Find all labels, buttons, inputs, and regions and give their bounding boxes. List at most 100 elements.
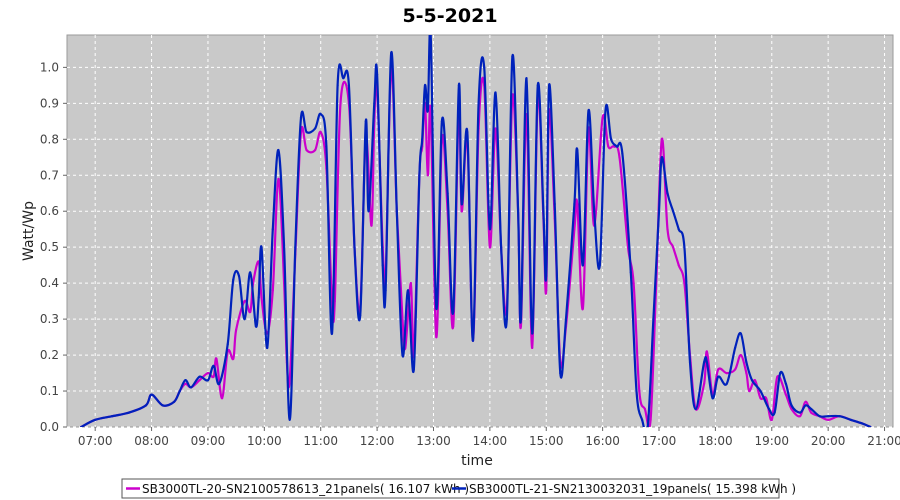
series-2-point bbox=[798, 411, 802, 414]
series-2-point bbox=[818, 415, 821, 418]
y-tick-label: 0.5 bbox=[40, 240, 59, 254]
x-tick-label: 10:00 bbox=[247, 434, 282, 448]
series-1-point bbox=[632, 282, 635, 285]
series-2-point bbox=[277, 149, 280, 152]
series-2-point bbox=[359, 314, 362, 317]
series-2-point bbox=[531, 332, 534, 335]
y-tick-label: 0.1 bbox=[40, 384, 59, 398]
series-1-point bbox=[494, 127, 497, 130]
x-tick-label: 08:00 bbox=[134, 434, 169, 448]
series-2-point bbox=[249, 271, 252, 274]
series-2-point bbox=[184, 379, 187, 382]
series-2-point bbox=[429, 35, 432, 37]
series-2-point bbox=[505, 318, 508, 321]
series-2-point bbox=[232, 278, 235, 281]
series-1-point bbox=[184, 382, 187, 385]
series-2-point bbox=[283, 246, 286, 249]
series-2-point bbox=[325, 145, 328, 148]
series-2-point bbox=[483, 66, 486, 69]
series-1-point bbox=[545, 289, 548, 292]
series-2-point bbox=[353, 246, 356, 249]
series-2-point bbox=[364, 120, 367, 123]
series-2-point bbox=[111, 415, 114, 418]
series-2-point bbox=[94, 418, 97, 421]
series-2-point bbox=[677, 228, 680, 231]
series-2-point bbox=[305, 131, 308, 134]
series-2-point bbox=[734, 346, 737, 349]
series-2-point bbox=[703, 361, 706, 364]
y-tick-label: 0.9 bbox=[40, 96, 59, 110]
series-2-point bbox=[511, 55, 514, 58]
x-tick-label: 15:00 bbox=[529, 434, 564, 448]
series-1-point bbox=[745, 372, 748, 375]
series-2-point bbox=[548, 84, 551, 87]
series-2-point bbox=[545, 274, 548, 278]
series-2-point bbox=[471, 339, 475, 342]
series-2-point bbox=[150, 393, 153, 396]
legend-label-series-1: SB3000TL-20-SN2100578613_21panels( 16.10… bbox=[142, 482, 469, 496]
series-2-point bbox=[347, 84, 350, 87]
series-2-point bbox=[666, 192, 669, 195]
series-2-point bbox=[127, 411, 131, 414]
series-2-point bbox=[144, 404, 147, 407]
series-2-point bbox=[672, 210, 675, 213]
series-2-point bbox=[587, 109, 590, 112]
series-2-point bbox=[525, 77, 528, 80]
x-tick-label: 11:00 bbox=[303, 434, 338, 448]
series-1-point bbox=[601, 116, 604, 119]
series-2-point bbox=[381, 264, 384, 267]
series-1-point bbox=[401, 318, 404, 321]
series-2-point bbox=[488, 228, 491, 231]
series-lines bbox=[80, 35, 872, 427]
series-2-point bbox=[688, 361, 692, 364]
series-1-point bbox=[734, 368, 737, 371]
series-2-point bbox=[299, 116, 303, 119]
y-tick-label: 0.7 bbox=[40, 168, 59, 182]
y-axis-label: Watt/Wp bbox=[21, 201, 37, 261]
series-2-point bbox=[500, 246, 503, 249]
series-2-point bbox=[288, 418, 291, 421]
series-2-point bbox=[384, 289, 387, 292]
series-2-point bbox=[759, 389, 762, 393]
series-1-point bbox=[452, 325, 455, 328]
series-1-point bbox=[243, 300, 246, 303]
series-1-point bbox=[581, 307, 585, 310]
series-2-point bbox=[426, 109, 429, 112]
series-1-point bbox=[660, 138, 663, 141]
series-1-point bbox=[672, 246, 675, 249]
series-2-point bbox=[694, 407, 697, 411]
series-2-point bbox=[421, 138, 424, 141]
series-2-point bbox=[452, 310, 455, 313]
series-2-point bbox=[615, 145, 618, 148]
series-1-point bbox=[717, 368, 720, 371]
series-2-point bbox=[779, 372, 782, 375]
x-tick-label: 21:00 bbox=[867, 434, 900, 448]
x-tick-label: 09:00 bbox=[191, 434, 226, 448]
series-2-point bbox=[206, 379, 210, 382]
series-2-point bbox=[739, 332, 742, 335]
series-2-point bbox=[564, 318, 568, 321]
series-2-point bbox=[621, 152, 624, 155]
series-1-point bbox=[426, 174, 429, 177]
series-2-point bbox=[477, 102, 480, 105]
series-1-point bbox=[784, 393, 788, 396]
series-1-point bbox=[488, 246, 491, 249]
series-2-point bbox=[573, 202, 576, 206]
series-2-point bbox=[218, 382, 221, 385]
series-2-point bbox=[660, 156, 663, 159]
series-1-point bbox=[576, 202, 579, 206]
series-1-point bbox=[798, 415, 802, 418]
series-2-point bbox=[466, 131, 469, 134]
x-axis-label: time bbox=[461, 453, 493, 469]
series-2-point bbox=[773, 411, 776, 414]
series-2-point bbox=[260, 246, 263, 249]
series-2-point bbox=[440, 120, 443, 123]
series-2-point bbox=[266, 346, 269, 349]
series-1-point bbox=[725, 372, 728, 375]
x-tick-label: 17:00 bbox=[642, 434, 677, 448]
series-2-point bbox=[705, 361, 709, 364]
series-1-point bbox=[765, 397, 768, 400]
series-1-point bbox=[215, 357, 218, 360]
series-1-point bbox=[531, 346, 534, 349]
x-tick-label: 18:00 bbox=[698, 434, 733, 448]
